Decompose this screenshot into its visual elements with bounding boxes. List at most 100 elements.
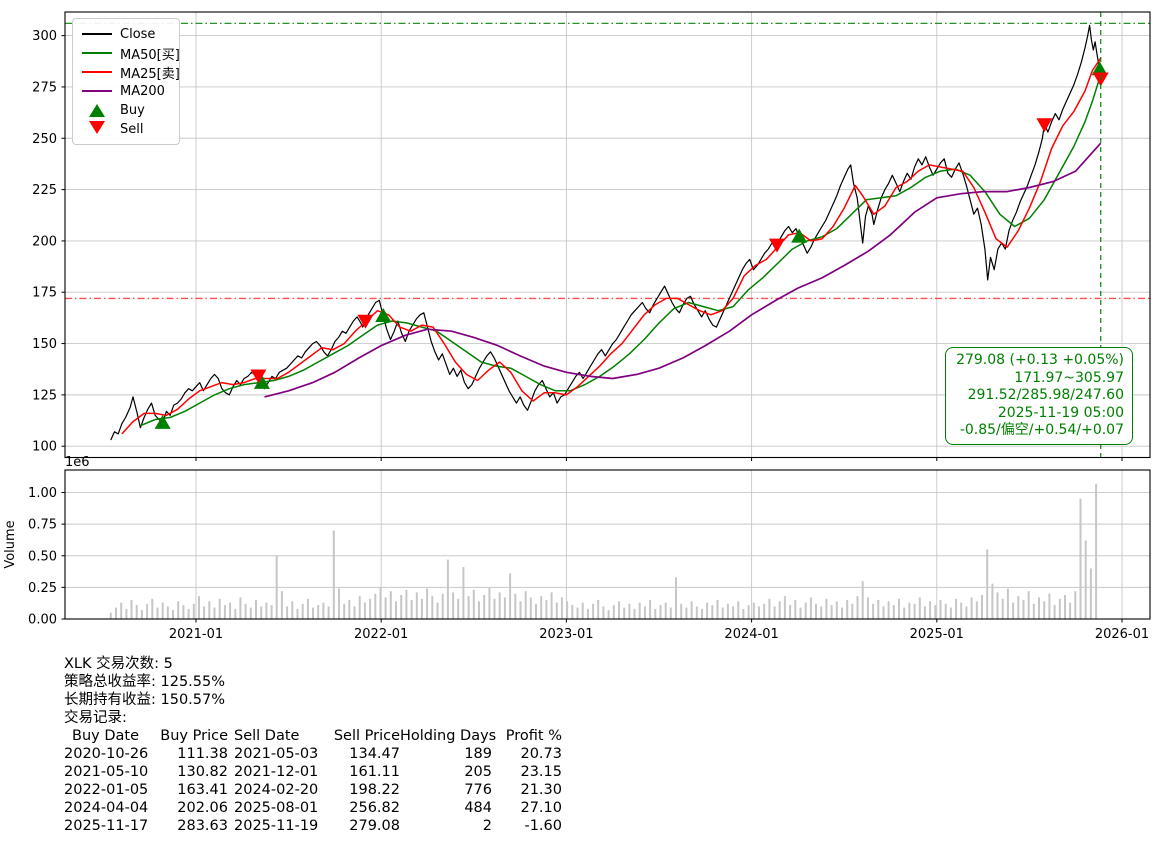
price-tick-label: 275 — [32, 80, 57, 95]
trade-table-row-cell: 283.63 — [177, 817, 228, 834]
legend-label-sell: Sell — [120, 121, 144, 137]
annotation-ma-values: 291.52/285.98/247.60 — [967, 387, 1124, 403]
volume-tick-label: 0.50 — [28, 549, 57, 564]
legend-item-ma50: MA50[买] — [82, 46, 180, 63]
price-tick-label: 150 — [32, 337, 57, 352]
trade-table-row-cell: 134.47 — [349, 745, 400, 762]
trade-table-row: 2022-01-05 163.41 2024-02-20 198.22 776 21.30 — [64, 782, 562, 800]
trade-table-row-cell: 202.06 — [177, 799, 228, 816]
annotation-box: 279.08 (+0.13 +0.05%) 171.97~305.97 291.… — [945, 347, 1133, 445]
ma200-line — [264, 142, 1102, 398]
summary-trade-count: XLK 交易次数: 5 — [64, 656, 173, 672]
date-tick-label: 2025-01 — [910, 627, 964, 642]
trade-table-row-cell: 2024-04-04 — [64, 799, 149, 816]
trade-table-header-cell: Profit % — [505, 728, 562, 744]
sell-marker — [768, 238, 785, 253]
trade-markers — [154, 61, 1109, 429]
price-tick-label: 200 — [32, 234, 57, 249]
trade-table-row-cell: -1.60 — [524, 817, 562, 834]
trade-table-row-cell: 198.22 — [349, 781, 400, 798]
trade-table-row-cell: 2022-01-05 — [64, 781, 149, 798]
trade-table-row-cell: 279.08 — [349, 817, 400, 834]
trade-table-header-cell: Buy Price — [160, 728, 228, 744]
trade-table-row: 2021-05-10 130.82 2021-12-01 161.11 205 23.15 — [64, 764, 562, 782]
trade-table-row-cell: 2025-08-01 — [234, 799, 319, 816]
price-tick-label: 300 — [32, 29, 57, 44]
legend-item-sell: Sell — [82, 120, 170, 137]
legend-item-ma200: MA200 — [82, 83, 170, 99]
annotation-last-price: 279.08 (+0.13 +0.05%) — [956, 352, 1124, 368]
trade-table-header-cell: Holding Days — [400, 728, 497, 744]
trade-table-row-cell: 2021-05-10 — [64, 763, 149, 780]
price-plot-border — [64, 11, 1151, 459]
close-line-swatch — [82, 33, 112, 35]
trade-table-row-cell: 163.41 — [177, 781, 228, 798]
buy-marker — [375, 308, 392, 323]
buy-marker — [1091, 61, 1108, 76]
trade-table-row: 2025-11-17 283.63 2025-11-19 279.08 2 -1.60 — [64, 818, 562, 836]
date-tick-label: 2026-01 — [1095, 627, 1149, 642]
trade-table-row-cell: 2021-05-03 — [234, 745, 319, 762]
date-tick-label: 2021-01 — [169, 627, 223, 642]
sell-marker — [250, 369, 267, 384]
volume-bars — [109, 483, 1098, 619]
legend-label-buy: Buy — [120, 102, 145, 118]
legend-label-ma200: MA200 — [120, 83, 165, 99]
ma25-line — [121, 57, 1102, 435]
sell-triangle-icon — [82, 120, 112, 134]
trade-table-row: 2024-04-04 202.06 2025-08-01 256.82 484 27.10 — [64, 800, 562, 818]
trade-table-row-cell: 205 — [464, 763, 492, 780]
trade-table-row-cell: 20.73 — [520, 745, 562, 762]
sell-marker — [357, 314, 374, 329]
legend-item-ma25: MA25[卖] — [82, 65, 180, 82]
price-tick-label: 125 — [32, 388, 57, 403]
trade-table-row-cell: 2024-02-20 — [234, 781, 319, 798]
volume-tick-label: 0.25 — [28, 581, 57, 596]
annotation-range: 171.97~305.97 — [1014, 369, 1124, 386]
trade-table-row-cell: 2020-10-26 — [64, 745, 149, 762]
legend-label-close: Close — [120, 26, 156, 42]
trade-table-row-cell: 484 — [464, 799, 492, 816]
gridlines — [65, 12, 1150, 620]
volume-tick-label: 0.75 — [28, 518, 57, 533]
price-tick-label: 225 — [32, 183, 57, 198]
date-tick-label: 2024-01 — [724, 627, 778, 642]
trade-table-row-cell: 27.10 — [520, 799, 562, 816]
ma200-line-swatch — [82, 90, 112, 92]
buy-marker — [154, 414, 171, 429]
trade-table-row-cell: 23.15 — [520, 763, 562, 780]
price-tick-label: 250 — [32, 132, 57, 147]
trade-table-row: 2020-10-26 111.38 2021-05-03 134.47 189 20.73 — [64, 746, 562, 764]
trade-table-row-cell: 2025-11-17 — [64, 817, 149, 834]
trade-table-row-cell: 2021-12-01 — [234, 763, 319, 780]
sell-marker — [1036, 118, 1053, 133]
trade-table-row-cell: 256.82 — [349, 799, 400, 816]
trade-table-row-cell: 776 — [464, 781, 492, 798]
date-tick-label: 2022-01 — [354, 627, 408, 642]
summary-hold-return: 长期持有收益: 150.57% — [64, 691, 226, 708]
trade-table-row-cell: 130.82 — [177, 763, 228, 780]
price-tick-label: 175 — [32, 286, 57, 301]
summary-block: XLK 交易次数: 5 策略总收益率: 125.55% 长期持有收益: 150.… — [64, 656, 225, 728]
trade-table-header-cell: Sell Price — [333, 728, 400, 744]
legend-label-ma25: MA25[卖] — [120, 66, 180, 82]
trade-table-row-cell: 189 — [464, 745, 492, 762]
legend-item-close: Close — [82, 26, 170, 42]
volume-tick-label: 1.00 — [28, 486, 57, 501]
legend-item-buy: Buy — [82, 102, 170, 118]
ma50-line-swatch — [82, 52, 112, 54]
trade-table-row-cell: 111.38 — [177, 745, 228, 762]
trade-table-row-cell: 2 — [482, 817, 492, 834]
date-tick-label: 2023-01 — [539, 627, 593, 642]
legend-label-ma50: MA50[买] — [120, 47, 180, 63]
volume-tick-label: 0.00 — [28, 613, 57, 628]
legend: Close MA50[买] MA25[卖] MA200 Buy Sell — [72, 18, 180, 145]
annotation-datetime: 2025-11-19 05:00 — [997, 404, 1124, 421]
buy-triangle-icon — [82, 103, 112, 117]
price-tick-label: 100 — [32, 440, 57, 455]
annotation-signal: -0.85/偏空/+0.54/+0.07 — [959, 422, 1124, 438]
axis-labels: 100 125 150 175 200 225 250 275 300 0.00 0.25 0.50 0… — [3, 29, 1149, 642]
buy-marker — [791, 228, 808, 243]
ma25-line-swatch — [82, 71, 112, 73]
